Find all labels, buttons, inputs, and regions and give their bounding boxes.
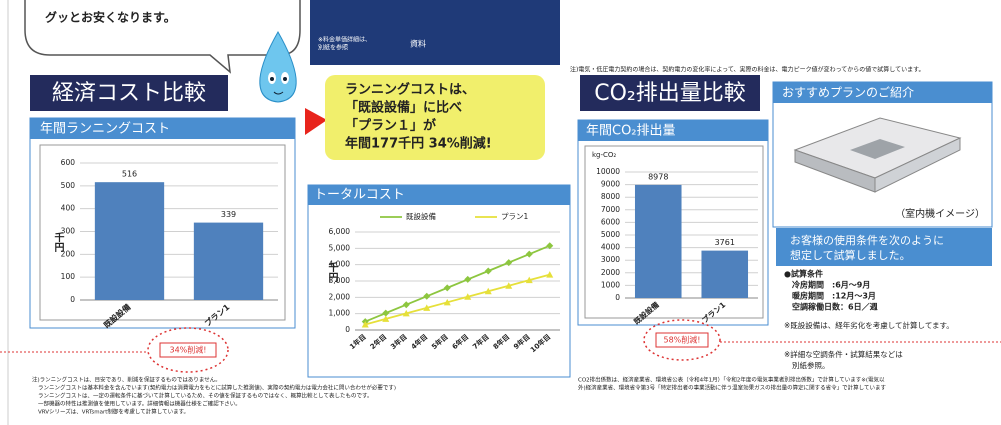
y-tick-label: 400 [61, 204, 76, 213]
data-label: 516 [122, 170, 137, 179]
footnote: CO2排出係数は、経済産業省、環境省公表（令和4年1月）「令和2年度の電気事業者… [578, 376, 885, 384]
y-tick-label: 600 [61, 158, 76, 167]
top-note: 注)電気・低圧電力契約の場合は、契約電力の変化率によって、実際の料金は、電力ピー… [570, 66, 924, 74]
section-title: 経済コスト比較 [52, 81, 206, 106]
condition: 冷房期間 :6月～9月 [792, 280, 870, 290]
y-tick-label: 9000 [601, 180, 620, 189]
footnote: ランニングコストは、一定の運転条件に基づいて計算しているため、その値を保証するも… [38, 392, 372, 400]
footnote: VRVシリーズは、VRTsmart制御を考慮して計算しています。 [38, 408, 189, 416]
conditions-title: 想定して試算しました。 [790, 248, 911, 262]
panel-title: おすすめプランのご紹介 [782, 85, 914, 100]
summary-line: 年間177千円 34%削減! [345, 136, 492, 152]
y-axis-label: kg-CO₂ [592, 151, 616, 159]
condition: 空調稼働日数：6日／週 [792, 302, 878, 312]
summary-line: 「既設設備」に比べ [345, 100, 462, 116]
y-tick-label: 100 [61, 272, 76, 281]
y-axis-label: 千円 [326, 261, 338, 283]
badge-text: 58%削減! [664, 335, 701, 345]
data-label: 8978 [648, 172, 668, 181]
y-tick-label: 6000 [601, 217, 620, 226]
data-label: 339 [221, 210, 236, 219]
bar [194, 223, 263, 300]
blue-box-note: ※料金単価詳細は、 [318, 36, 371, 44]
panel-title: 年間CO₂排出量 [586, 124, 676, 139]
y-tick-label: 500 [61, 181, 76, 190]
condition: ●試算条件 [784, 269, 823, 279]
legend-label: プラン1 [501, 212, 528, 221]
note: ※既設設備は、経年劣化を考慮して計算してます。 [784, 320, 954, 330]
footnote: 注)ランニングコストは、目安であり、削減を保証するものではありません。 [32, 376, 221, 384]
summary-line: 「プラン１」が [345, 118, 436, 134]
legend-label: 既設設備 [406, 211, 436, 221]
y-tick-label: 5000 [601, 230, 620, 239]
badge-text: 34%削減! [170, 345, 207, 355]
bar [701, 251, 748, 298]
y-tick-label: 3000 [601, 255, 620, 264]
footnote: 外)経済産業省、環境省令第3号「特定排出者の事業活動に伴う温室効果ガスの排出量の… [578, 384, 886, 392]
y-tick-label: 0 [70, 295, 75, 304]
blue-box [310, 0, 560, 65]
blue-box-note: 別紙を参照 [318, 44, 348, 52]
panel-title: トータルコスト [314, 188, 405, 203]
conditions-title: お客様の使用条件を次のように [790, 233, 944, 247]
summary-line: ランニングコストは、 [345, 82, 475, 98]
bar [95, 182, 164, 300]
image-caption: （室内機イメージ） [895, 207, 985, 220]
y-tick-label: 0 [615, 293, 620, 302]
y-tick-label: 5,000 [329, 243, 351, 252]
y-tick-label: 4000 [601, 243, 620, 252]
bar [635, 185, 682, 298]
data-label: 3761 [715, 238, 735, 247]
y-tick-label: 8000 [601, 192, 620, 201]
note: ※詳細な空調条件・試算結果などは [784, 349, 903, 359]
footnote: ランニングコストは基本料金を含んでいます(契約電力は消費電力をもとに試算した推測… [38, 384, 396, 392]
y-tick-label: 2,000 [329, 292, 351, 301]
note: 別紙参照。 [792, 360, 830, 370]
y-tick-label: 6,000 [329, 227, 351, 236]
blue-box-label: 資料 [410, 39, 426, 49]
y-tick-label: 1000 [601, 280, 620, 289]
section-title: CO₂排出量比較 [594, 81, 746, 106]
footnote: 一部機器の特性は推測値を使用しています。詳細情報は機器仕様をご確認下さい。 [38, 400, 241, 408]
bubble-text: グッとお安くなります。 [45, 10, 176, 25]
condition: 暖房期間 :12月～3月 [792, 291, 876, 301]
page: グッとお安くなります。 ※料金単価詳細は、 別紙を参照 資料 注)電気・低圧電力… [0, 0, 1001, 425]
y-tick-label: 10000 [596, 167, 620, 176]
y-tick-label: 7000 [601, 205, 620, 214]
y-tick-label: 1,000 [329, 309, 351, 318]
y-tick-label: 2000 [601, 268, 620, 277]
y-tick-label: 0 [345, 325, 350, 334]
panel-title: 年間ランニングコスト [40, 122, 170, 137]
y-axis-label: 千円 [52, 231, 64, 253]
